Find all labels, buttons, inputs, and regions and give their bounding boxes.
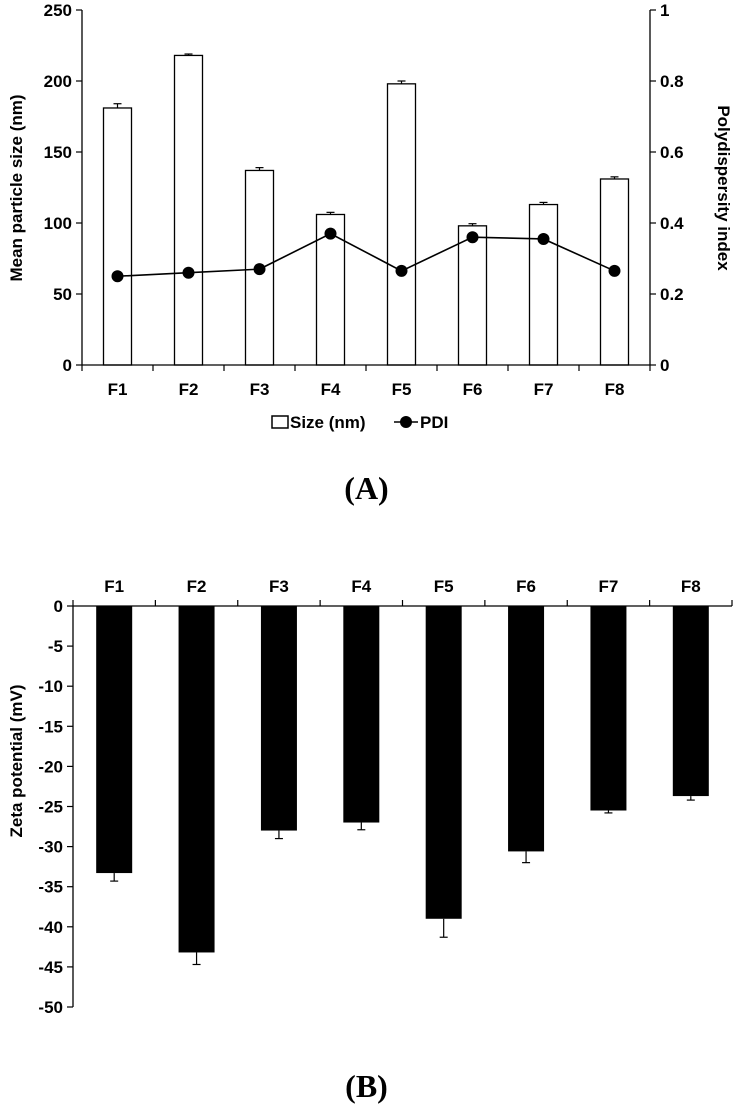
a-xtick-label-F7: F7 <box>534 380 554 399</box>
a-xtick-label-F4: F4 <box>321 380 341 399</box>
chart-a-plot: 0 50 100 150 200 250 0 0.2 0.4 0.6 0.8 1 F1 F2 F3 F4 F5 F… <box>44 1 685 399</box>
b-xtick-label-F4: F4 <box>351 577 371 596</box>
zeta-bar-F4 <box>343 606 380 823</box>
chart-b-ylabel: Zeta potential (mV) <box>7 684 26 837</box>
pdi-point-F7 <box>537 232 550 245</box>
a-xtick-label-F2: F2 <box>179 380 199 399</box>
b-ytick-label--25: -25 <box>38 798 63 817</box>
b-xtick-label-F7: F7 <box>599 577 619 596</box>
a-xtick-label-F8: F8 <box>605 380 625 399</box>
zeta-bar-F8 <box>672 606 709 797</box>
a-ytick-label-200: 200 <box>44 72 72 91</box>
a-xtick-label-F5: F5 <box>392 380 412 399</box>
a-y2tick-label-0: 0 <box>660 356 669 375</box>
pdi-point-F1 <box>111 270 124 283</box>
panel-label-b: (B) <box>345 1068 388 1104</box>
chart-a-ylabel: Mean particle size (nm) <box>7 94 26 281</box>
zeta-bar-F1 <box>96 606 133 874</box>
a-y2tick-label-0.8: 0.8 <box>660 72 684 91</box>
b-ytick-label-0: 0 <box>54 597 63 616</box>
b-xtick-label-F2: F2 <box>187 577 207 596</box>
a-y2tick-label-0.4: 0.4 <box>660 214 684 233</box>
b-ytick-label--10: -10 <box>38 677 63 696</box>
pdi-point-F4 <box>324 227 337 240</box>
size-bar-F6 <box>457 225 488 366</box>
pdi-point-F2 <box>182 266 195 279</box>
b-xtick-label-F8: F8 <box>681 577 701 596</box>
pdi-line <box>117 232 615 278</box>
legend-pdi-label: PDI <box>420 413 448 432</box>
zeta-bar-F5 <box>425 606 462 919</box>
a-ytick-label-0: 0 <box>63 356 72 375</box>
b-ytick-label--15: -15 <box>38 717 63 736</box>
b-ytick-label--30: -30 <box>38 838 63 857</box>
a-xtick-label-F3: F3 <box>250 380 270 399</box>
a-y2tick-label-0.2: 0.2 <box>660 285 684 304</box>
pdi-point-F5 <box>395 264 408 277</box>
chart-a-legend: Size (nm) PDI <box>271 413 448 432</box>
panel-label-a: (A) <box>344 470 389 506</box>
chart-b: 0 -5 -10 -15 -20 -25 -30 -35 -40 -45 -50 F1 F2 F3 F4 F5… <box>7 577 733 1017</box>
chart-a: 0 50 100 150 200 250 0 0.2 0.4 0.6 0.8 1 F1 F2 F3 F4 F5 F… <box>7 1 733 432</box>
legend-size-swatch <box>271 415 289 429</box>
pdi-point-F8 <box>608 264 621 277</box>
b-xtick-label-F6: F6 <box>516 577 536 596</box>
b-ytick-label--40: -40 <box>38 918 63 937</box>
b-xtick-label-F3: F3 <box>269 577 289 596</box>
b-ytick-label--45: -45 <box>38 958 63 977</box>
b-ytick-label--50: -50 <box>38 998 63 1017</box>
a-ytick-label-50: 50 <box>53 285 72 304</box>
a-ytick-label-150: 150 <box>44 143 72 162</box>
pdi-point-F3 <box>253 263 266 276</box>
chart-b-plot: 0 -5 -10 -15 -20 -25 -30 -35 -40 -45 -50 F1 F2 F3 F4 F5… <box>38 577 733 1017</box>
a-y2tick-label-0.6: 0.6 <box>660 143 684 162</box>
pdi-point-F6 <box>466 231 479 244</box>
b-ytick-label--5: -5 <box>48 637 63 656</box>
b-ytick-label--20: -20 <box>38 757 63 776</box>
zeta-bar-F3 <box>260 606 297 831</box>
size-bar-F5 <box>386 83 417 366</box>
size-bar-F7 <box>528 203 559 366</box>
a-ytick-label-100: 100 <box>44 214 72 233</box>
chart-a-y2label: Polydispersity index <box>714 105 733 271</box>
b-xtick-label-F1: F1 <box>104 577 124 596</box>
zeta-bar-F6 <box>508 606 545 852</box>
a-y2tick-label-1: 1 <box>660 1 669 20</box>
b-ytick-label--35: -35 <box>38 878 63 897</box>
legend-pdi-marker <box>400 416 412 428</box>
a-xtick-label-F6: F6 <box>463 380 483 399</box>
legend-size-label: Size (nm) <box>290 413 366 432</box>
a-ytick-label-250: 250 <box>44 1 72 20</box>
b-xtick-label-F5: F5 <box>434 577 454 596</box>
size-bar-F2 <box>173 54 204 366</box>
zeta-bar-F7 <box>590 606 627 811</box>
size-bar-F1 <box>102 107 133 366</box>
zeta-bar-F2 <box>178 606 215 953</box>
a-xtick-label-F1: F1 <box>108 380 128 399</box>
